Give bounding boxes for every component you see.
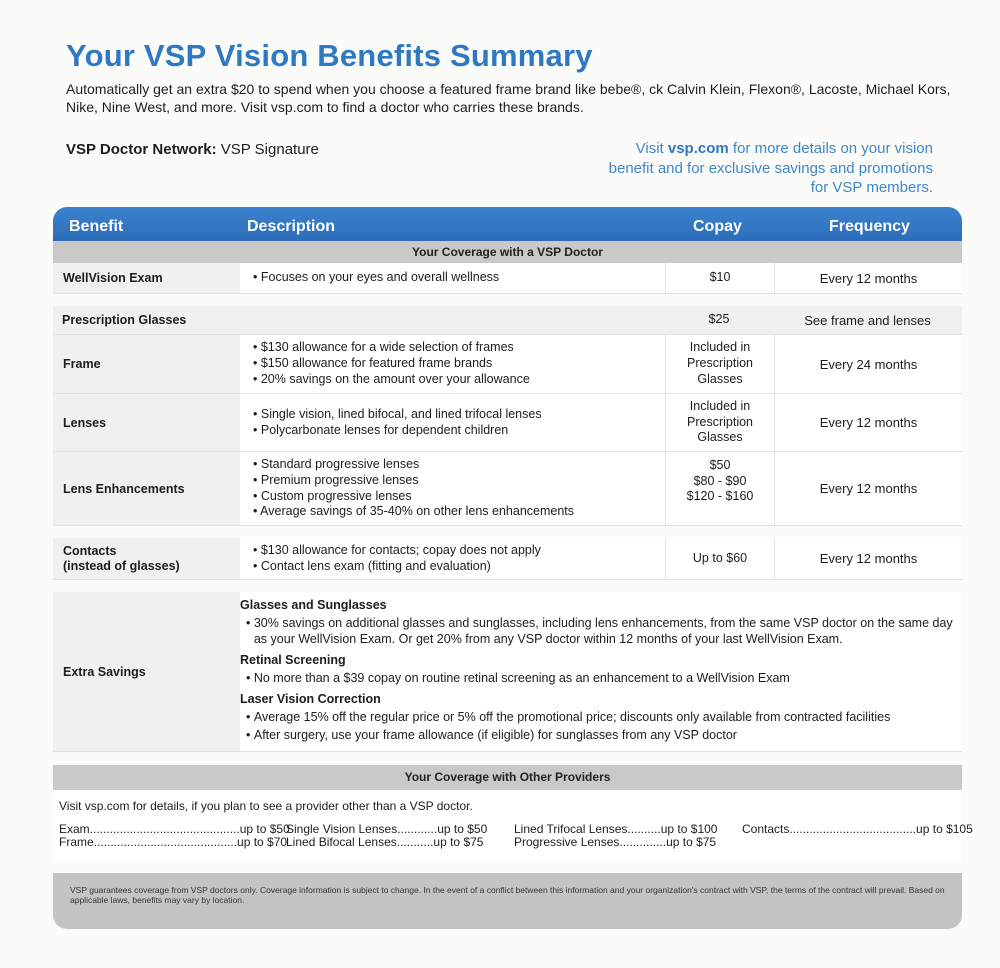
desc-item: Polycarbonate lenses for dependent child… [253,423,665,439]
copay-line: $80 - $90 [693,473,747,488]
section-item-text: After surgery, use your frame allowance … [253,728,737,742]
copay: $25 [708,312,730,327]
other-item: Progressive Lenses..............up to $7… [514,835,717,849]
other-intro: Visit vsp.com for details, if you plan t… [59,799,473,813]
desc-item: $130 allowance for contacts; copay does … [253,543,665,559]
doctor-network: VSP Doctor Network: VSP Signature [66,141,319,158]
benefit-desc: Focuses on your eyes and overall wellnes… [240,263,665,293]
section-item: • No more than a $39 copay on routine re… [246,671,790,685]
header-description: Description [247,218,336,235]
header-copay: Copay [693,218,742,235]
intro-text: Automatically get an extra $20 to spend … [66,81,951,115]
copay: $10 [665,263,775,293]
row-frame: Frame $130 allowance for a wide selectio… [53,335,962,394]
extra-section: Retinal Screening • No more than a $39 c… [240,652,962,686]
visit-pre: Visit [635,140,668,157]
copay: $50 $80 - $90 $120 - $160 [665,452,775,525]
network-label: VSP Doctor Network: [66,141,217,158]
copay-line: Included in [689,398,751,413]
extra-desc: Glasses and Sunglasses • 30% savings on … [240,592,962,751]
frequency: Every 12 months [819,415,918,430]
benefit-name-line: (instead of glasses) [63,558,180,573]
disclaimer: VSP guarantees coverage from VSP doctors… [53,873,962,929]
other-item: Exam....................................… [59,822,290,836]
row-wellvision: WellVision Exam Focuses on your eyes and… [53,263,962,294]
frequency: Every 12 months [819,551,918,566]
row-lenses: Lenses Single vision, lined bifocal, and… [53,394,962,452]
copay-line: Prescription [687,414,753,429]
copay-line: $120 - $160 [686,489,754,504]
benefit-name: WellVision Exam [53,263,240,293]
copay-line: Glasses [697,371,743,386]
benefit-name: Lens Enhancements [53,452,240,525]
copay: Up to $60 [665,538,775,579]
frequency: Every 12 months [819,481,918,496]
copay-line: Prescription [687,356,753,371]
desc-item: Contact lens exam (fitting and evaluatio… [253,559,665,575]
visit-note: Visit vsp.com for more details on your v… [603,139,933,198]
benefit-desc: Single vision, lined bifocal, and lined … [240,394,665,451]
extra-section: Laser Vision Correction • Average 15% of… [240,691,962,743]
other-item: Lined Bifocal Lenses...........up to $75 [286,835,484,849]
section-item-text: Average 15% off the regular price or 5% … [253,710,891,724]
visit-post: for more details on your vision benefit … [608,140,933,196]
desc-item: Single vision, lined bifocal, and lined … [253,407,665,423]
section-item: • Average 15% off the regular price or 5… [246,710,891,724]
row-prescription-glasses: Prescription Glasses $25 See frame and l… [53,306,962,335]
benefit-desc: Standard progressive lenses Premium prog… [240,452,665,525]
benefit-name: Frame [53,335,240,393]
section-item-text: 30% savings on additional glasses and su… [253,616,953,646]
benefit-name: Contacts (instead of glasses) [53,538,240,579]
benefit-name: Extra Savings [53,592,240,751]
desc-item: $150 allowance for featured frame brands [253,356,665,372]
row-extra-savings: Extra Savings Glasses and Sunglasses • 3… [53,592,962,752]
copay: Included in Prescription Glasses [665,394,775,451]
desc-item: Focuses on your eyes and overall wellnes… [253,270,665,286]
section-heading: Laser Vision Correction [240,692,381,706]
table-header: Benefit Description Copay Frequency [53,207,962,241]
benefit-name: Prescription Glasses [53,306,240,334]
page-title: Your VSP Vision Benefits Summary [66,38,593,73]
benefits-table: Benefit Description Copay Frequency Your… [53,207,973,929]
frequency: See frame and lenses [804,312,931,328]
copay-line: $50 [709,458,731,472]
vsp-coverage-band: Your Coverage with a VSP Doctor [53,241,962,263]
header-benefit: Benefit [69,218,124,235]
benefit-desc: $130 allowance for contacts; copay does … [240,538,665,579]
extra-section: Glasses and Sunglasses • 30% savings on … [240,597,962,647]
copay-line: Glasses [697,430,743,445]
frequency: Every 24 months [819,356,918,372]
header-frequency: Frequency [829,218,910,235]
other-providers: Visit vsp.com for details, if you plan t… [53,790,973,863]
row-lens-enhancements: Lens Enhancements Standard progressive l… [53,452,962,526]
section-item: • 30% savings on additional glasses and … [240,615,962,647]
benefit-name-line: Contacts [63,543,117,558]
desc-item: Standard progressive lenses [253,457,665,473]
network-value: VSP Signature [220,141,319,158]
other-item: Single Vision Lenses............up to $5… [286,822,488,836]
desc-item: Premium progressive lenses [253,473,665,489]
desc-item: $130 allowance for a wide selection of f… [253,340,665,356]
other-item: Frame...................................… [59,835,288,849]
section-heading: Glasses and Sunglasses [240,598,387,612]
row-contacts: Contacts (instead of glasses) $130 allow… [53,538,962,580]
frequency: Every 12 months [819,270,918,286]
other-item: Lined Trifocal Lenses..........up to $10… [514,822,718,836]
benefit-desc [240,306,665,334]
copay: Included in Prescription Glasses [665,335,775,393]
vsp-link[interactable]: vsp.com [667,140,729,157]
desc-item: Custom progressive lenses [253,489,665,505]
section-item: • After surgery, use your frame allowanc… [246,728,737,742]
desc-item: 20% savings on the amount over your allo… [253,372,665,388]
benefit-name: Lenses [53,394,240,451]
section-heading: Retinal Screening [240,653,346,667]
benefit-desc: $130 allowance for a wide selection of f… [240,335,665,393]
other-item: Contacts................................… [742,822,973,836]
other-providers-band: Your Coverage with Other Providers [53,765,962,790]
copay-line: Included in [689,340,751,355]
section-item-text: No more than a $39 copay on routine reti… [253,671,790,685]
desc-item: Average savings of 35-40% on other lens … [253,504,665,520]
